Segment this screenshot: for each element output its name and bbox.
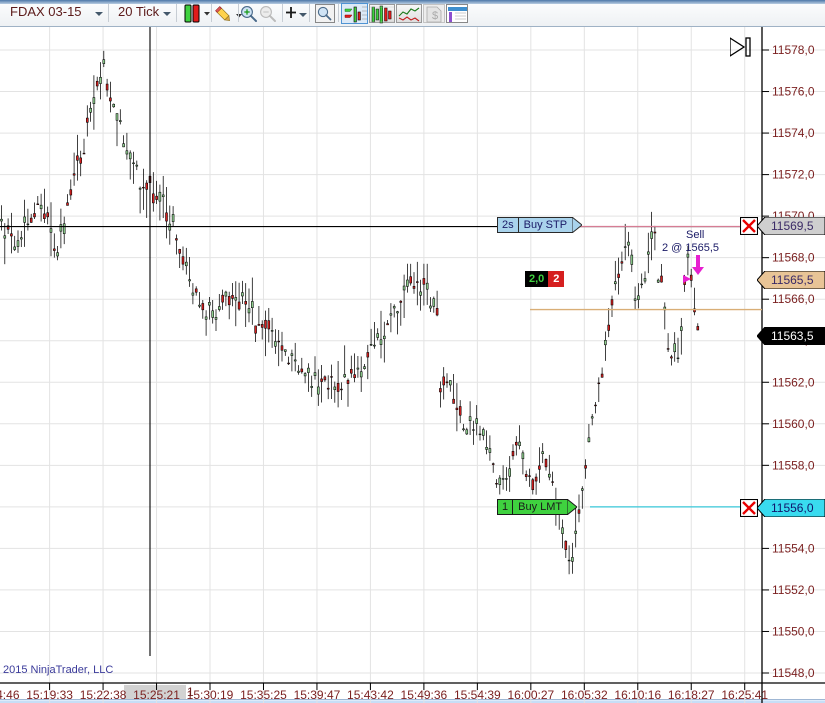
svg-text:11569,5: 11569,5	[771, 219, 814, 233]
svg-text:16:00:27: 16:00:27	[507, 688, 554, 702]
svg-text:15:25:21: 15:25:21	[133, 688, 180, 702]
svg-text:15:14:46: 15:14:46	[0, 688, 20, 702]
svg-text:11572,0: 11572,0	[772, 168, 815, 182]
svg-text:16:10:16: 16:10:16	[614, 688, 661, 702]
svg-text:16:18:27: 16:18:27	[668, 688, 715, 702]
svg-text:11568,0: 11568,0	[772, 251, 815, 265]
svg-text:11566,0: 11566,0	[772, 292, 815, 306]
svg-text:11563,5: 11563,5	[771, 329, 814, 343]
svg-text:11565,5: 11565,5	[771, 273, 814, 287]
svg-text:11562,0: 11562,0	[772, 375, 815, 389]
svg-text:15:54:39: 15:54:39	[454, 688, 501, 702]
svg-text:15:22:38: 15:22:38	[80, 688, 127, 702]
svg-text:$: $	[432, 10, 438, 22]
svg-text:11556,0: 11556,0	[771, 501, 814, 515]
svg-text:15:39:47: 15:39:47	[294, 688, 341, 702]
svg-text:16:05:32: 16:05:32	[561, 688, 608, 702]
svg-text:15:19:33: 15:19:33	[26, 688, 73, 702]
svg-text:15:49:36: 15:49:36	[401, 688, 448, 702]
svg-text:11550,0: 11550,0	[772, 624, 815, 638]
svg-text:11554,0: 11554,0	[772, 541, 815, 555]
svg-text:11558,0: 11558,0	[772, 458, 815, 472]
svg-text:11578,0: 11578,0	[772, 43, 815, 57]
svg-text:11560,0: 11560,0	[772, 417, 815, 431]
svg-text:11574,0: 11574,0	[772, 126, 815, 140]
svg-text:16:25:41: 16:25:41	[721, 688, 768, 702]
svg-text:11548,0: 11548,0	[772, 666, 815, 680]
svg-text:11552,0: 11552,0	[772, 583, 815, 597]
svg-text:15:35:25: 15:35:25	[240, 688, 287, 702]
svg-text:15:43:42: 15:43:42	[347, 688, 394, 702]
svg-text:11576,0: 11576,0	[772, 85, 815, 99]
